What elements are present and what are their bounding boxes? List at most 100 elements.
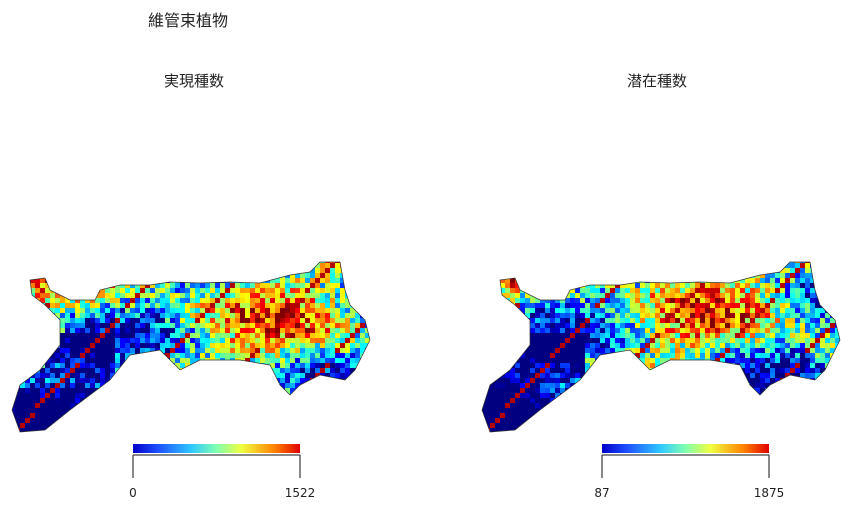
map-cell	[185, 408, 190, 413]
map-cell	[565, 268, 570, 273]
map-cell	[750, 428, 755, 432]
map-cell	[520, 262, 525, 263]
map-cell	[760, 328, 765, 333]
map-cell	[245, 328, 250, 333]
map-cell	[210, 303, 215, 308]
map-cell	[540, 288, 545, 293]
map-cell	[195, 418, 200, 423]
map-cell	[130, 323, 135, 328]
map-cell	[325, 363, 330, 368]
map-cell	[665, 433, 670, 438]
map-cell	[580, 413, 585, 418]
map-cell	[595, 268, 600, 273]
map-cell	[625, 378, 630, 383]
map-cell	[45, 323, 50, 328]
map-cell	[565, 423, 570, 428]
map-cell	[125, 313, 130, 318]
map-cell	[300, 268, 305, 273]
map-cell	[75, 368, 80, 373]
map-cell	[60, 338, 65, 343]
map-cell	[785, 428, 790, 432]
map-cell	[370, 353, 375, 358]
map-cell	[335, 413, 340, 418]
map-cell	[735, 338, 740, 343]
map-cell	[490, 383, 495, 388]
map-cell	[550, 428, 555, 432]
map-cell	[370, 258, 375, 263]
map-cell	[780, 393, 785, 398]
map-cell	[185, 273, 190, 278]
map-cell	[245, 343, 250, 348]
map-cell	[745, 348, 750, 353]
map-cell	[85, 333, 90, 338]
map-cell	[145, 328, 150, 333]
map-cell	[30, 423, 35, 428]
map-cell	[235, 418, 240, 423]
map-cell	[482, 278, 485, 283]
map-cell	[225, 343, 230, 348]
map-cell	[80, 388, 85, 393]
map-cell	[250, 433, 255, 438]
map-cell	[740, 358, 745, 363]
map-cell	[40, 288, 45, 293]
map-cell	[235, 328, 240, 333]
map-cell	[550, 328, 555, 333]
map-cell	[295, 273, 300, 278]
map-cell	[600, 373, 605, 378]
map-cell	[670, 373, 675, 378]
map-cell	[275, 283, 280, 288]
map-cell	[790, 283, 795, 288]
map-cell	[482, 323, 485, 328]
map-cell	[200, 262, 205, 263]
map-cell	[270, 293, 275, 298]
map-cell	[55, 383, 60, 388]
map-cell	[770, 278, 775, 283]
map-cell	[280, 398, 285, 403]
map-cell	[360, 318, 365, 323]
map-cell	[545, 323, 550, 328]
map-cell	[105, 418, 110, 423]
map-cell	[200, 378, 205, 383]
map-cell	[345, 308, 350, 313]
map-cell	[105, 308, 110, 313]
map-cell	[730, 262, 735, 263]
map-cell	[70, 338, 75, 343]
map-cell	[600, 418, 605, 423]
map-cell	[135, 378, 140, 383]
map-cell	[690, 383, 695, 388]
map-cell	[320, 278, 325, 283]
map-cell	[625, 343, 630, 348]
map-cell	[130, 398, 135, 403]
map-cell	[305, 338, 310, 343]
map-cell	[495, 358, 500, 363]
map-cell	[640, 353, 645, 358]
map-cell	[370, 323, 375, 328]
map-cell	[765, 413, 770, 418]
map-cell	[730, 308, 735, 313]
map-cell	[725, 348, 730, 353]
map-cell	[365, 263, 370, 268]
map-cell	[650, 288, 655, 293]
map-cell	[40, 423, 45, 428]
map-cell	[765, 328, 770, 333]
map-cell	[650, 343, 655, 348]
map-cell	[240, 293, 245, 298]
map-cell	[230, 373, 235, 378]
map-cell	[245, 353, 250, 358]
map-cell	[765, 363, 770, 368]
map-cell	[500, 403, 505, 408]
map-cell	[295, 413, 300, 418]
map-cell	[545, 338, 550, 343]
map-cell	[270, 318, 275, 323]
map-cell	[290, 398, 295, 403]
map-cell	[175, 358, 180, 363]
map-cell	[770, 308, 775, 313]
map-cell	[130, 403, 135, 408]
map-cell	[310, 262, 315, 263]
map-cell	[355, 273, 360, 278]
map-cell	[615, 373, 620, 378]
map-cell	[115, 333, 120, 338]
map-cell	[350, 363, 355, 368]
map-cell	[805, 278, 810, 283]
map-cell	[200, 323, 205, 328]
